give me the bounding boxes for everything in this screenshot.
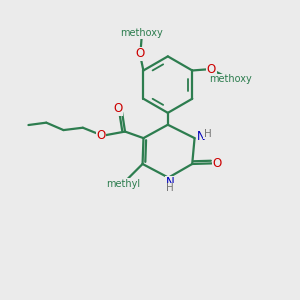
Text: O: O [212, 157, 222, 170]
Text: O: O [207, 63, 216, 76]
Text: H: H [166, 183, 174, 193]
Text: O: O [113, 102, 122, 115]
Text: O: O [136, 47, 145, 60]
Text: N: N [197, 130, 206, 143]
Text: N: N [166, 176, 174, 190]
Text: O: O [97, 129, 106, 142]
Text: methyl: methyl [106, 178, 141, 189]
Text: H: H [204, 129, 212, 139]
Text: methoxy: methoxy [210, 74, 252, 84]
Text: methoxy: methoxy [120, 28, 163, 38]
